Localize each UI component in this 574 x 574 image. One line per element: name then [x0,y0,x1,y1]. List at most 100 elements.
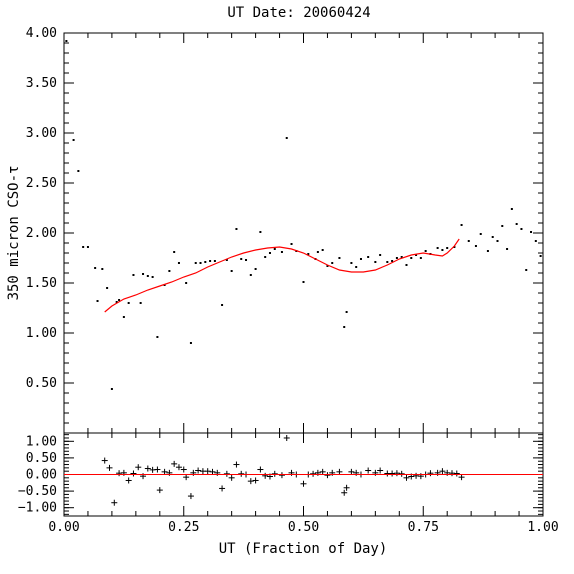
main-y-ticks: 0.50 1.00 1.50 2.00 2.50 3.00 3.50 4.00 [26,26,544,433]
main-y-tick-label: 0.50 [26,376,57,391]
residual-point [111,499,118,506]
data-point [204,261,207,263]
data-point [290,243,293,245]
data-point [302,281,305,283]
data-point [127,302,130,304]
data-point [395,257,398,259]
data-point [506,248,509,250]
data-point [400,256,403,258]
residual-point [144,465,151,472]
x-tick-label: 1.00 [527,520,558,535]
residual-point [458,474,465,481]
data-point [106,287,109,289]
residual-data-points [101,434,465,506]
main-y-tick-label: 1.00 [26,326,57,341]
residual-point [106,464,113,471]
data-point [189,342,192,344]
main-y-tick-label: 3.50 [26,76,57,91]
data-point [115,301,118,303]
residual-y-tick-label: 0.50 [26,451,57,466]
residual-point [262,472,269,479]
data-point [479,233,482,235]
residual-point [238,470,245,477]
residual-point [228,474,235,481]
residual-point [336,468,343,475]
data-point [453,246,456,248]
data-point [496,240,499,242]
residual-point [252,477,259,484]
data-point [118,299,121,301]
data-point [122,316,125,318]
residual-point [403,474,410,481]
data-point [280,251,283,253]
residual-point [393,470,400,477]
x-ticks: 0.00 0.25 0.50 0.75 1.00 [48,433,559,535]
data-point [520,228,523,230]
residual-point [365,467,372,474]
data-point [355,266,358,268]
main-plot-frame [63,32,544,434]
residual-y-tick-label: 0.00 [26,468,57,483]
main-y-tick-label: 1.50 [26,276,57,291]
residual-point [439,468,446,475]
data-point [110,388,113,390]
data-point [501,225,504,227]
x-tick-label: 0.50 [288,520,319,535]
residual-point [187,493,194,500]
residual-point [209,468,216,475]
data-point [146,275,149,277]
residual-point [453,470,460,477]
residual-point [180,466,187,473]
data-point [338,257,341,259]
data-point [101,268,104,270]
data-point [72,139,75,141]
data-point [405,264,408,266]
main-y-axis-label: 350 micron CSO-τ [6,166,22,301]
data-point [151,276,154,278]
data-point [316,251,319,253]
main-y-tick-label: 3.00 [26,126,57,141]
data-point [486,250,489,252]
data-point [534,240,537,242]
data-point [379,254,382,256]
data-point [441,249,444,251]
residual-point [219,485,226,492]
residual-point [341,489,348,496]
residual-point [175,464,182,471]
data-point [173,251,176,253]
residual-point [398,470,405,477]
data-point [96,300,99,302]
data-point [94,267,97,269]
data-point [235,228,238,230]
data-point [374,261,377,263]
residual-point [195,467,202,474]
residual-point [233,461,240,468]
residual-point [348,468,355,475]
x-axis-label: UT (Fraction of Day) [219,541,388,557]
data-point [307,253,310,255]
data-point [539,255,542,257]
residual-plot: −1.00−0.500.000.501.00 0.00 0.25 0.50 0.75 1… [18,432,559,557]
data-point [213,260,216,262]
residual-point [156,487,163,494]
data-point [132,274,135,276]
chart-title: UT Date: 20060424 [227,5,370,21]
fit-curve [104,238,460,313]
main-y-tick-label: 2.00 [26,226,57,241]
data-point [343,326,346,328]
data-point [530,231,533,233]
residual-point [319,468,326,475]
data-point [419,257,422,259]
data-point [273,248,276,250]
data-point [221,304,224,306]
main-plot: 0.50 1.00 1.50 2.00 2.50 3.00 3.50 4.00 350 mic… [6,26,544,434]
data-point [491,236,494,238]
data-point [268,252,271,254]
x-tick-label: 0.00 [48,520,79,535]
data-point [240,258,243,260]
data-point [474,245,477,247]
data-point [254,268,257,270]
data-point [415,254,418,256]
residual-y-ticks: −1.00 −0.500.00 0.50 1.00 [18,434,543,516]
